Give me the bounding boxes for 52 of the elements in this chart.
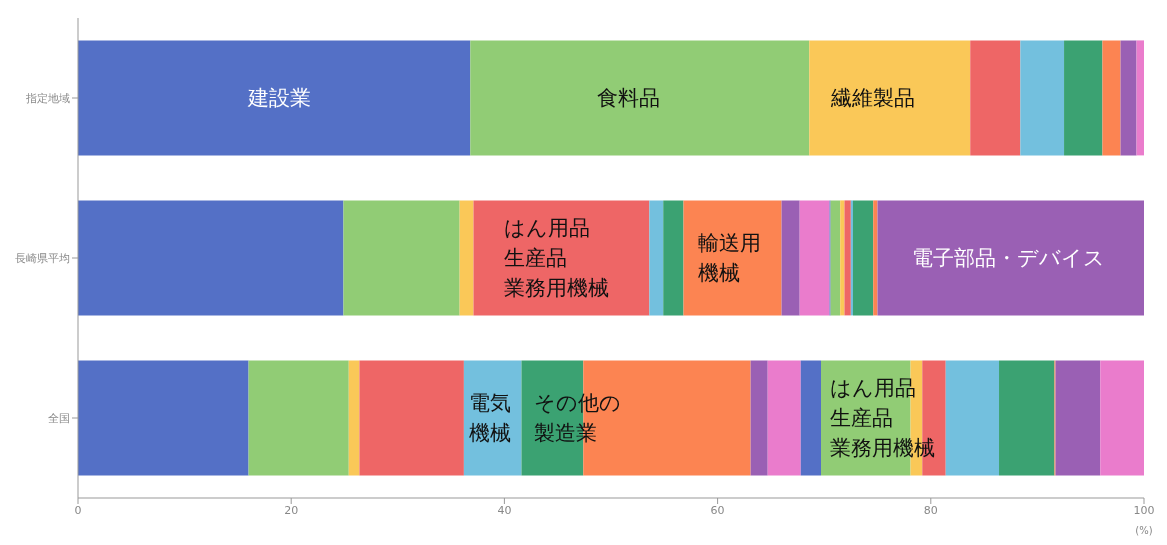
x-tick-label: 80 [923,503,938,517]
bar [459,200,474,316]
bar [649,200,664,316]
bar [248,360,349,476]
bar [1100,360,1144,476]
x-tick-label: 20 [284,503,299,517]
annotation: はん用品生産品業務用機械 [504,216,610,300]
annotation: 電気機械 [469,391,512,445]
bar [1136,40,1144,156]
bar [809,40,971,156]
bar [343,200,460,316]
bar [750,360,768,476]
annotation: 電子部品・デバイス [912,246,1106,270]
bar [799,200,830,316]
bar [877,200,1144,316]
bar [767,360,801,476]
annotation: 建設業 [246,86,311,110]
bar [970,40,1021,156]
x-tick-label: 0 [74,503,82,517]
bar [1055,360,1101,476]
annotation: 食料品 [596,86,660,110]
annotation: 繊維製品 [830,86,916,110]
bar [1064,40,1103,156]
bar [348,360,360,476]
bar [800,360,821,476]
bar [78,360,249,476]
annotation: 輸送用機械 [698,231,762,285]
bar [359,360,464,476]
bar [781,200,800,316]
y-tick-label: 長崎県平均 [15,251,70,265]
x-tick-label: 100 [1133,503,1155,517]
bar [945,360,1000,476]
bar [852,200,874,316]
bar [840,200,845,316]
bar [850,200,853,316]
bar [844,200,851,316]
y-tick-label: 指定地域 [25,91,70,105]
bar [78,200,344,316]
bar [683,200,782,316]
bar [1102,40,1121,156]
bar [873,200,878,316]
bar [663,200,684,316]
bar [830,200,841,316]
x-tick-label: 60 [710,503,725,517]
bar [470,40,810,156]
y-tick-label: 全国 [48,411,70,425]
bar [1020,40,1065,156]
bar [999,360,1055,476]
x-tick-label: 40 [497,503,512,517]
x-axis-title: (%) [1135,525,1153,536]
bar [78,40,471,156]
bar [1120,40,1137,156]
